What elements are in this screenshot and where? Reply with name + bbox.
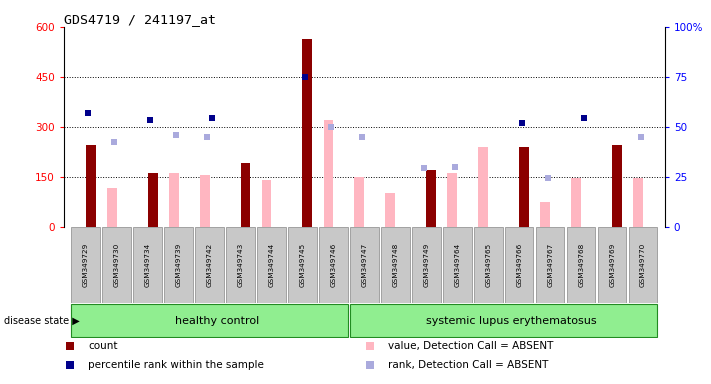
Bar <box>540 202 550 227</box>
FancyBboxPatch shape <box>288 227 316 303</box>
Text: GSM349764: GSM349764 <box>454 243 460 287</box>
FancyBboxPatch shape <box>443 227 471 303</box>
Bar <box>262 180 272 227</box>
Bar <box>634 178 643 227</box>
Bar <box>240 163 250 227</box>
Text: GSM349730: GSM349730 <box>114 243 119 287</box>
Text: GSM349766: GSM349766 <box>516 243 523 287</box>
Bar <box>302 38 312 227</box>
Text: GSM349729: GSM349729 <box>82 243 89 287</box>
FancyBboxPatch shape <box>505 227 533 303</box>
Bar <box>519 147 529 227</box>
FancyBboxPatch shape <box>134 227 162 303</box>
Text: GSM349745: GSM349745 <box>299 243 306 287</box>
FancyBboxPatch shape <box>226 227 255 303</box>
FancyBboxPatch shape <box>102 227 131 303</box>
Bar <box>200 175 210 227</box>
Bar <box>324 120 333 227</box>
Text: rank, Detection Call = ABSENT: rank, Detection Call = ABSENT <box>388 360 549 370</box>
Text: GSM349768: GSM349768 <box>578 243 584 287</box>
FancyBboxPatch shape <box>536 227 565 303</box>
Bar <box>85 145 95 227</box>
FancyBboxPatch shape <box>196 227 224 303</box>
Text: GSM349749: GSM349749 <box>423 243 429 287</box>
Bar <box>169 173 178 227</box>
Text: GDS4719 / 241197_at: GDS4719 / 241197_at <box>64 13 216 26</box>
Bar <box>148 173 158 227</box>
Text: value, Detection Call = ABSENT: value, Detection Call = ABSENT <box>388 341 554 351</box>
FancyBboxPatch shape <box>598 227 626 303</box>
FancyBboxPatch shape <box>412 227 441 303</box>
FancyBboxPatch shape <box>350 227 379 303</box>
Text: GSM349739: GSM349739 <box>176 243 181 287</box>
Text: disease state ▶: disease state ▶ <box>4 316 80 326</box>
FancyBboxPatch shape <box>319 227 348 303</box>
Text: GSM349748: GSM349748 <box>392 243 398 287</box>
Text: GSM349765: GSM349765 <box>486 243 491 287</box>
Bar <box>571 178 581 227</box>
Bar <box>447 173 457 227</box>
Bar <box>107 188 117 227</box>
Text: systemic lupus erythematosus: systemic lupus erythematosus <box>426 316 597 326</box>
Text: healthy control: healthy control <box>174 316 259 326</box>
Text: GSM349743: GSM349743 <box>237 243 243 287</box>
Text: GSM349770: GSM349770 <box>640 243 646 287</box>
FancyBboxPatch shape <box>257 227 286 303</box>
FancyBboxPatch shape <box>350 304 658 337</box>
Bar <box>479 147 488 227</box>
Text: GSM349747: GSM349747 <box>361 243 368 287</box>
FancyBboxPatch shape <box>71 304 348 337</box>
Text: GSM349746: GSM349746 <box>331 243 336 287</box>
FancyBboxPatch shape <box>474 227 503 303</box>
FancyBboxPatch shape <box>164 227 193 303</box>
FancyBboxPatch shape <box>629 227 658 303</box>
Text: GSM349742: GSM349742 <box>206 243 213 287</box>
Bar <box>385 193 395 227</box>
FancyBboxPatch shape <box>567 227 595 303</box>
Bar <box>612 145 622 227</box>
Text: count: count <box>88 341 117 351</box>
Text: GSM349744: GSM349744 <box>269 243 274 287</box>
Text: GSM349767: GSM349767 <box>547 243 553 287</box>
Text: GSM349734: GSM349734 <box>144 243 151 287</box>
Text: GSM349769: GSM349769 <box>609 243 615 287</box>
Bar <box>427 170 437 227</box>
FancyBboxPatch shape <box>71 227 100 303</box>
Bar <box>355 177 364 227</box>
FancyBboxPatch shape <box>381 227 410 303</box>
Text: percentile rank within the sample: percentile rank within the sample <box>88 360 264 370</box>
